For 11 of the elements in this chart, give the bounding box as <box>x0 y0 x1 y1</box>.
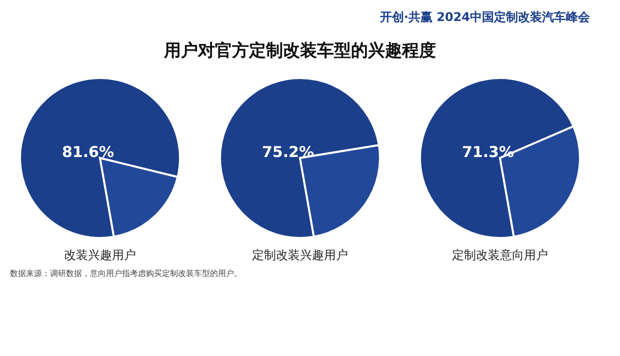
pie-slice <box>19 77 181 239</box>
text: 开创·共赢 2024中国定制改装汽车峰会 <box>378 10 591 24</box>
pie-slice <box>219 77 380 239</box>
text: 定制改装兴趣用户 <box>252 248 348 262</box>
text: 用户对官方定制改装车型的兴趣程度 <box>163 41 436 61</box>
text: 定制改装意向用户 <box>452 248 548 262</box>
data-label: 75.2% <box>262 143 314 161</box>
data-label: 81.6% <box>62 143 114 161</box>
source-note: 数据来源：调研数据，意向用户指考虑购买定制改装车型的用户。 <box>10 269 242 278</box>
text: 改装兴趣用户 <box>64 248 136 262</box>
data-label: 71.3% <box>462 143 514 161</box>
